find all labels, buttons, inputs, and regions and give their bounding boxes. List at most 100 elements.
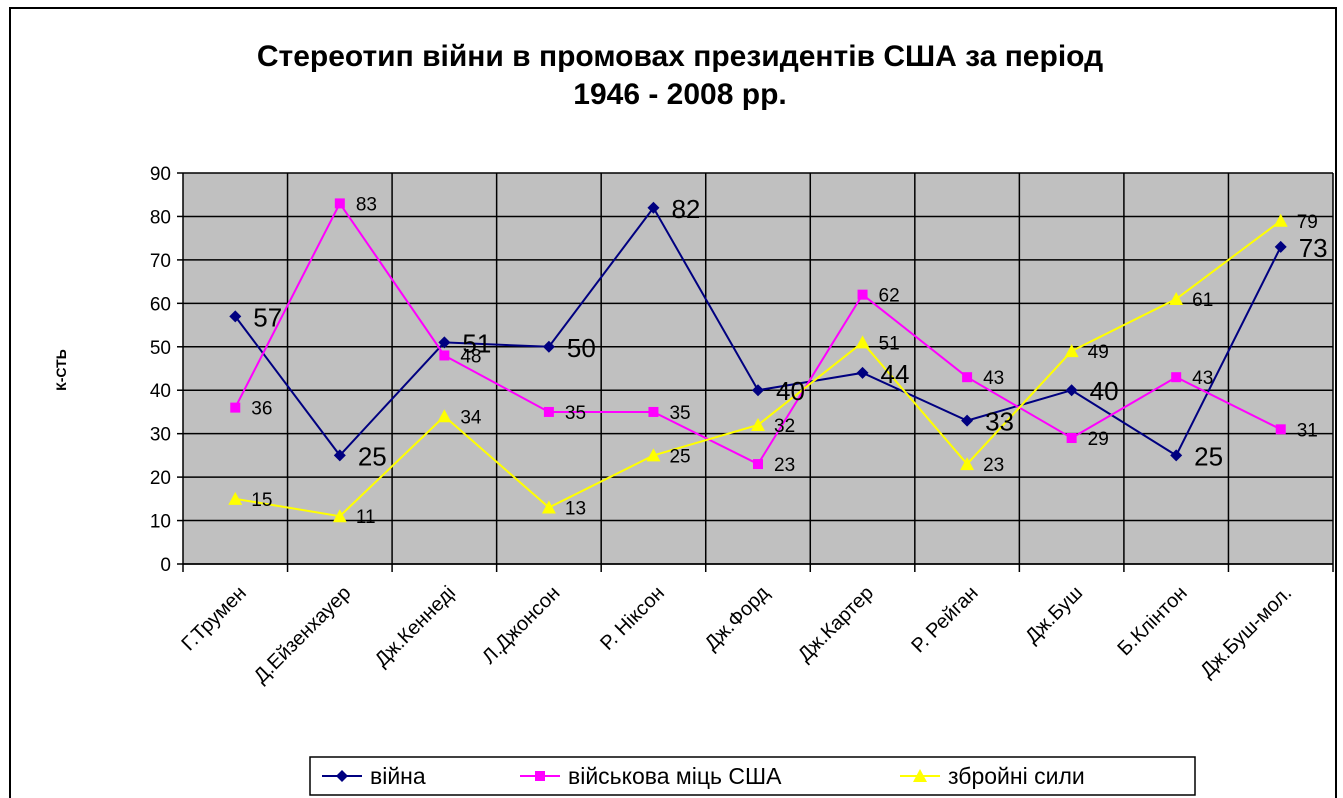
data-label: 25 [669, 446, 690, 467]
data-point [333, 449, 346, 462]
data-label: 25 [1194, 441, 1223, 471]
data-point [1169, 291, 1184, 305]
chart-title: Стереотип війни в промовах президентів С… [256, 40, 1104, 111]
data-point [332, 509, 347, 523]
data-label: 43 [1192, 368, 1213, 389]
data-point [962, 372, 973, 383]
data-label: 43 [983, 368, 1004, 389]
data-label: 50 [567, 333, 596, 363]
data-point [1064, 344, 1079, 358]
data-point [856, 366, 869, 379]
data-point [857, 289, 868, 300]
data-point [334, 198, 345, 209]
data-label: 11 [356, 507, 376, 528]
data-label: 34 [460, 407, 482, 428]
data-point [1066, 433, 1077, 444]
legend-label: збройні сили [948, 763, 1085, 789]
data-point [229, 310, 242, 323]
legend-marker [535, 771, 545, 781]
data-label: 61 [1192, 290, 1213, 311]
data-point [646, 448, 661, 462]
data-point [228, 491, 243, 505]
data-point [1275, 424, 1286, 435]
data-label: 15 [251, 490, 272, 511]
data-label: 49 [1088, 342, 1109, 363]
x-tick-label: Дж.Картер [794, 582, 878, 666]
x-tick-label: Л.Джонсон [478, 582, 564, 668]
x-tick-label: Дж.Кеннеді [371, 582, 460, 671]
y-tick-label: 40 [150, 381, 171, 402]
y-tick-label: 70 [150, 251, 171, 272]
data-label: 31 [1297, 420, 1318, 441]
data-point [437, 409, 452, 423]
x-tick-label: Р. Ніксон [596, 582, 669, 655]
y-axis-label: К-СТЬ [53, 349, 69, 391]
data-label: 44 [881, 359, 910, 389]
x-tick-label: Б.Клінтон [1114, 582, 1192, 660]
x-tick-label: Р. Рейган [907, 582, 982, 657]
plot-area [183, 173, 1333, 564]
data-label: 25 [358, 441, 387, 471]
legend-marker [336, 770, 348, 782]
data-point [543, 406, 554, 417]
y-tick-label: 20 [150, 468, 171, 489]
data-label: 33 [985, 407, 1014, 437]
data-point [230, 402, 241, 413]
data-point [1274, 240, 1287, 253]
data-label: 32 [774, 416, 795, 437]
y-tick-label: 0 [160, 555, 171, 576]
data-point [541, 500, 556, 514]
data-point [439, 350, 450, 361]
legend-label: війна [370, 763, 426, 789]
data-label: 73 [1299, 233, 1328, 263]
data-point [855, 335, 870, 349]
data-label: 35 [669, 403, 690, 424]
data-label: 40 [1090, 376, 1119, 406]
x-tick-label: Д.Ейзенхауер [250, 582, 356, 688]
data-label: 79 [1297, 212, 1318, 233]
data-point [648, 406, 659, 417]
x-tick-label: Дж.Буш-мол. [1196, 582, 1296, 682]
data-point [961, 414, 974, 427]
legend-label: військова міць США [568, 763, 782, 789]
y-tick-label: 10 [150, 512, 171, 533]
data-label: 62 [879, 286, 900, 307]
y-tick-label: 30 [150, 425, 171, 446]
data-label: 23 [774, 455, 795, 476]
data-label: 36 [251, 399, 272, 420]
data-label: 35 [565, 403, 586, 424]
data-label: 83 [356, 194, 377, 215]
x-tick-label: Дж.Форд [701, 582, 774, 655]
data-label: 51 [879, 333, 900, 354]
data-label: 40 [776, 376, 805, 406]
x-tick-label: Дж.Буш [1021, 582, 1087, 648]
data-label: 48 [460, 346, 481, 367]
legend-box [309, 756, 1196, 796]
y-tick-label: 80 [150, 207, 171, 228]
data-label: 82 [671, 194, 700, 224]
data-point [1065, 384, 1078, 397]
y-tick-label: 90 [150, 164, 171, 185]
data-point [647, 201, 660, 214]
data-label: 57 [253, 302, 282, 332]
data-label: 13 [565, 499, 586, 520]
data-point [438, 336, 451, 349]
data-point [542, 340, 555, 353]
x-tick-label: Г.Трумен [178, 582, 251, 655]
data-label: 29 [1088, 429, 1109, 450]
legend-marker [913, 769, 927, 782]
data-point [751, 417, 765, 431]
data-point [753, 459, 763, 470]
data-point [1171, 372, 1182, 383]
data-point [1170, 449, 1183, 462]
y-tick-label: 60 [150, 294, 171, 315]
y-tick-label: 50 [150, 338, 171, 359]
data-point [752, 384, 764, 397]
data-point [1273, 213, 1288, 227]
chart-border [9, 7, 1337, 798]
data-label: 51 [462, 328, 491, 358]
data-point [960, 457, 975, 471]
data-label: 23 [983, 455, 1004, 476]
